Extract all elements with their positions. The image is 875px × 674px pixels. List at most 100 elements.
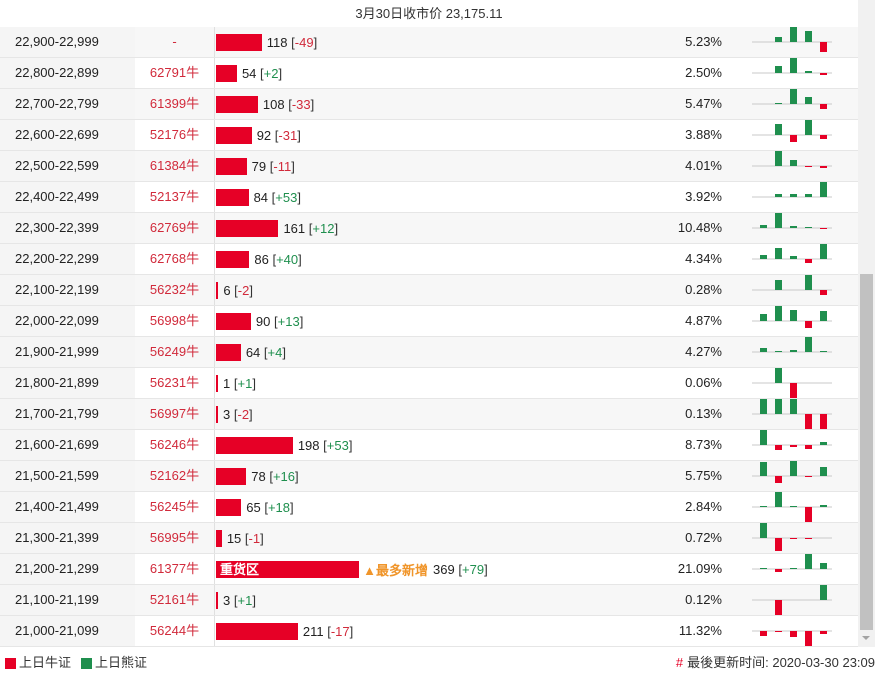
volume-count: 65 [+18] xyxy=(246,499,294,515)
sparkline-bar xyxy=(805,275,812,290)
price-range: 21,200-21,299 xyxy=(0,554,135,584)
bull-warrant-code[interactable]: 52176牛 xyxy=(135,120,215,150)
sparkline-bar xyxy=(805,227,812,228)
table-row: 21,200-21,299 61377牛 重货区 ▲最多新增 369 [+79] 21.0… xyxy=(0,554,858,585)
bull-warrant-code[interactable]: 56245牛 xyxy=(135,492,215,522)
volume-count: 79 [-11] xyxy=(251,158,295,174)
sparkline-bar xyxy=(820,631,827,634)
sparkline xyxy=(752,523,832,551)
bull-warrant-code[interactable]: 61399牛 xyxy=(135,89,215,119)
bull-warrant-code[interactable]: 52162牛 xyxy=(135,461,215,491)
bull-warrant-code[interactable]: 56231牛 xyxy=(135,368,215,398)
hash-icon: # xyxy=(675,655,684,670)
bull-warrant-code[interactable]: 52161牛 xyxy=(135,585,215,615)
scroll-down-arrow-icon[interactable] xyxy=(862,636,870,640)
bull-warrant-code[interactable]: 56244牛 xyxy=(135,616,215,646)
table-row: 21,700-21,799 56997牛 3 [-2] 0.13% xyxy=(0,399,858,430)
sparkline-bar xyxy=(805,337,812,352)
sparkline-bar xyxy=(775,280,782,290)
percentage: 10.48% xyxy=(677,220,722,235)
sparkline-bar xyxy=(820,505,827,507)
volume-change: -2 xyxy=(237,406,250,422)
bull-warrant-code[interactable]: 61384牛 xyxy=(135,151,215,181)
volume-cell: 3 [-2] xyxy=(216,399,656,429)
bull-warrant-code[interactable]: 61377牛 xyxy=(135,554,215,584)
volume-change: -31 xyxy=(278,127,298,143)
sparkline-bar xyxy=(805,554,812,569)
sparkline-bar xyxy=(805,507,812,522)
percentage: 0.13% xyxy=(685,406,722,421)
sparkline-bar xyxy=(790,160,797,166)
price-range: 22,200-22,299 xyxy=(0,244,135,274)
volume-cell: 6 [-2] xyxy=(216,275,656,305)
price-range: 21,900-21,999 xyxy=(0,337,135,367)
percentage: 3.88% xyxy=(685,127,722,142)
volume-cell: 108 [-33] xyxy=(216,89,656,119)
sparkline-bar xyxy=(760,430,767,445)
legend-bear: 上日熊证 xyxy=(95,655,148,670)
sparkline-bar xyxy=(775,631,782,632)
bull-warrant-code[interactable]: 62768牛 xyxy=(135,244,215,274)
table-row: 21,500-21,599 52162牛 78 [+16] 5.75% xyxy=(0,461,858,492)
table-row: 21,300-21,399 56995牛 15 [-1] 0.72% xyxy=(0,523,858,554)
sparkline-bar xyxy=(760,399,767,414)
volume-bar xyxy=(216,95,258,113)
volume-count: 86 [+40] xyxy=(254,251,302,267)
sparkline-bar xyxy=(805,445,812,449)
scrollbar-thumb[interactable] xyxy=(860,274,873,630)
percentage: 5.23% xyxy=(685,34,722,49)
volume-cell: 90 [+13] xyxy=(216,306,656,336)
price-range: 22,800-22,899 xyxy=(0,58,135,88)
sparkline-bar xyxy=(790,461,797,476)
scrollbar[interactable] xyxy=(858,0,875,647)
sparkline-bar xyxy=(775,37,782,42)
sparkline-bar xyxy=(805,194,812,197)
sparkline xyxy=(752,244,832,263)
bull-warrant-code[interactable]: 56246牛 xyxy=(135,430,215,460)
bull-warrant-code[interactable]: 56249牛 xyxy=(135,337,215,367)
price-range: 21,500-21,599 xyxy=(0,461,135,491)
sparkline-bar xyxy=(775,103,782,104)
sparkline-bar xyxy=(820,414,827,429)
table-row: 22,200-22,299 62768牛 86 [+40] 4.34% xyxy=(0,244,858,275)
volume-cell: 3 [+1] xyxy=(216,585,656,615)
volume-count: 118 [-49] xyxy=(266,34,318,50)
bull-warrant-code[interactable]: 56998牛 xyxy=(135,306,215,336)
volume-cell: 92 [-31] xyxy=(216,120,656,150)
volume-cell: 84 [+53] xyxy=(216,182,656,212)
volume-bar xyxy=(216,374,218,392)
heavy-zone-label: 重货区 xyxy=(220,561,260,577)
bull-warrant-code[interactable]: 56232牛 xyxy=(135,275,215,305)
volume-count: 54 [+2] xyxy=(241,65,283,81)
volume-count: 90 [+13] xyxy=(255,313,304,329)
price-range: 21,100-21,199 xyxy=(0,585,135,615)
sparkline xyxy=(752,151,832,168)
sparkline-bar xyxy=(760,523,767,538)
table-row: 22,700-22,799 61399牛 108 [-33] 5.47% xyxy=(0,89,858,120)
sparkline-bar xyxy=(775,248,782,259)
sparkline xyxy=(752,630,832,646)
bull-warrant-code[interactable]: 52137牛 xyxy=(135,182,215,212)
last-updated-text: 最後更新时间: 2020-03-30 23:09 xyxy=(687,655,875,670)
bull-warrant-code[interactable]: 56995牛 xyxy=(135,523,215,553)
volume-change: +16 xyxy=(272,468,296,484)
volume-count: 3 [-2] xyxy=(223,406,253,422)
price-range-table: 22,900-22,999- 118 [-49] 5.23% 22,800-22,89… xyxy=(0,27,858,647)
bull-warrant-code[interactable]: 62791牛 xyxy=(135,58,215,88)
volume-bar xyxy=(216,250,250,268)
sparkline-bar xyxy=(820,311,827,321)
bull-warrant-code[interactable]: 56997牛 xyxy=(135,399,215,429)
volume-count: 6 [-2] xyxy=(223,282,253,298)
sparkline-bar xyxy=(775,194,782,197)
volume-count: 78 [+16] xyxy=(251,468,299,484)
volume-count: 108 [-33] xyxy=(262,96,315,112)
price-range: 22,600-22,699 xyxy=(0,120,135,150)
sparkline-bar xyxy=(805,166,812,167)
volume-cell: 65 [+18] xyxy=(216,492,656,522)
volume-count: 92 [-31] xyxy=(256,127,301,143)
bull-warrant-code[interactable]: - xyxy=(135,27,215,57)
sparkline-bar xyxy=(790,256,797,259)
sparkline xyxy=(752,275,832,295)
bull-warrant-code[interactable]: 62769牛 xyxy=(135,213,215,243)
table-row: 21,400-21,499 56245牛 65 [+18] 2.84% xyxy=(0,492,858,523)
